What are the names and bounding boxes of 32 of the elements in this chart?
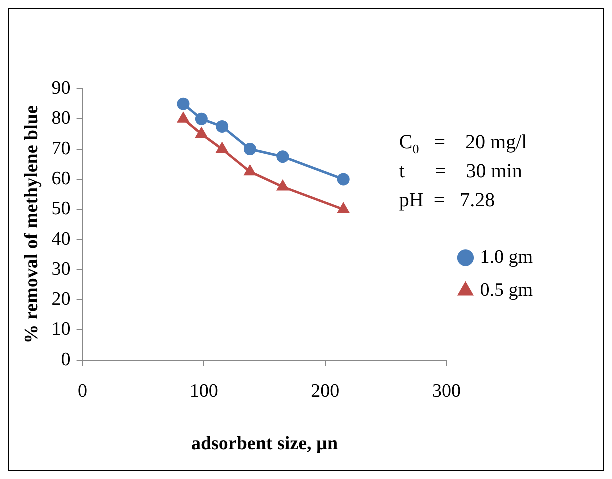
annotation: pH = 7.28 bbox=[399, 190, 496, 212]
y-tick-label: 80 bbox=[52, 108, 71, 130]
y-tick-label: 40 bbox=[52, 228, 71, 250]
point bbox=[195, 112, 208, 126]
y-tick-label: 0 bbox=[61, 349, 71, 370]
y-tick-label: 90 bbox=[52, 78, 71, 99]
point bbox=[216, 120, 229, 133]
point bbox=[216, 143, 228, 154]
point bbox=[337, 173, 350, 186]
x-tick-label: 100 bbox=[190, 380, 218, 402]
point bbox=[177, 98, 190, 110]
y-axis-title: % removal of methylene blue bbox=[21, 106, 42, 344]
x-axis-title: adsorbent size, µn bbox=[191, 434, 338, 455]
point bbox=[178, 112, 190, 123]
point bbox=[196, 128, 208, 138]
point bbox=[277, 180, 289, 191]
x-tick-label: 0 bbox=[78, 380, 88, 402]
point bbox=[244, 143, 256, 156]
legend-label: 0.5 gm bbox=[480, 280, 534, 301]
point bbox=[338, 203, 350, 214]
y-tick-label: 60 bbox=[52, 168, 71, 190]
y-tick-label: 10 bbox=[52, 319, 71, 340]
y-tick-label: 50 bbox=[52, 198, 71, 220]
legend-label: 1.0 gm bbox=[480, 246, 534, 268]
y-tick-label: 70 bbox=[52, 138, 71, 160]
y-tick-label: 30 bbox=[52, 258, 71, 280]
point bbox=[276, 150, 290, 164]
x-tick-label: 300 bbox=[432, 380, 461, 402]
annotation: t = 30 min bbox=[399, 160, 522, 183]
x-tick-label: 200 bbox=[311, 380, 340, 402]
y-tick-label: 20 bbox=[52, 289, 71, 310]
point bbox=[244, 166, 256, 176]
